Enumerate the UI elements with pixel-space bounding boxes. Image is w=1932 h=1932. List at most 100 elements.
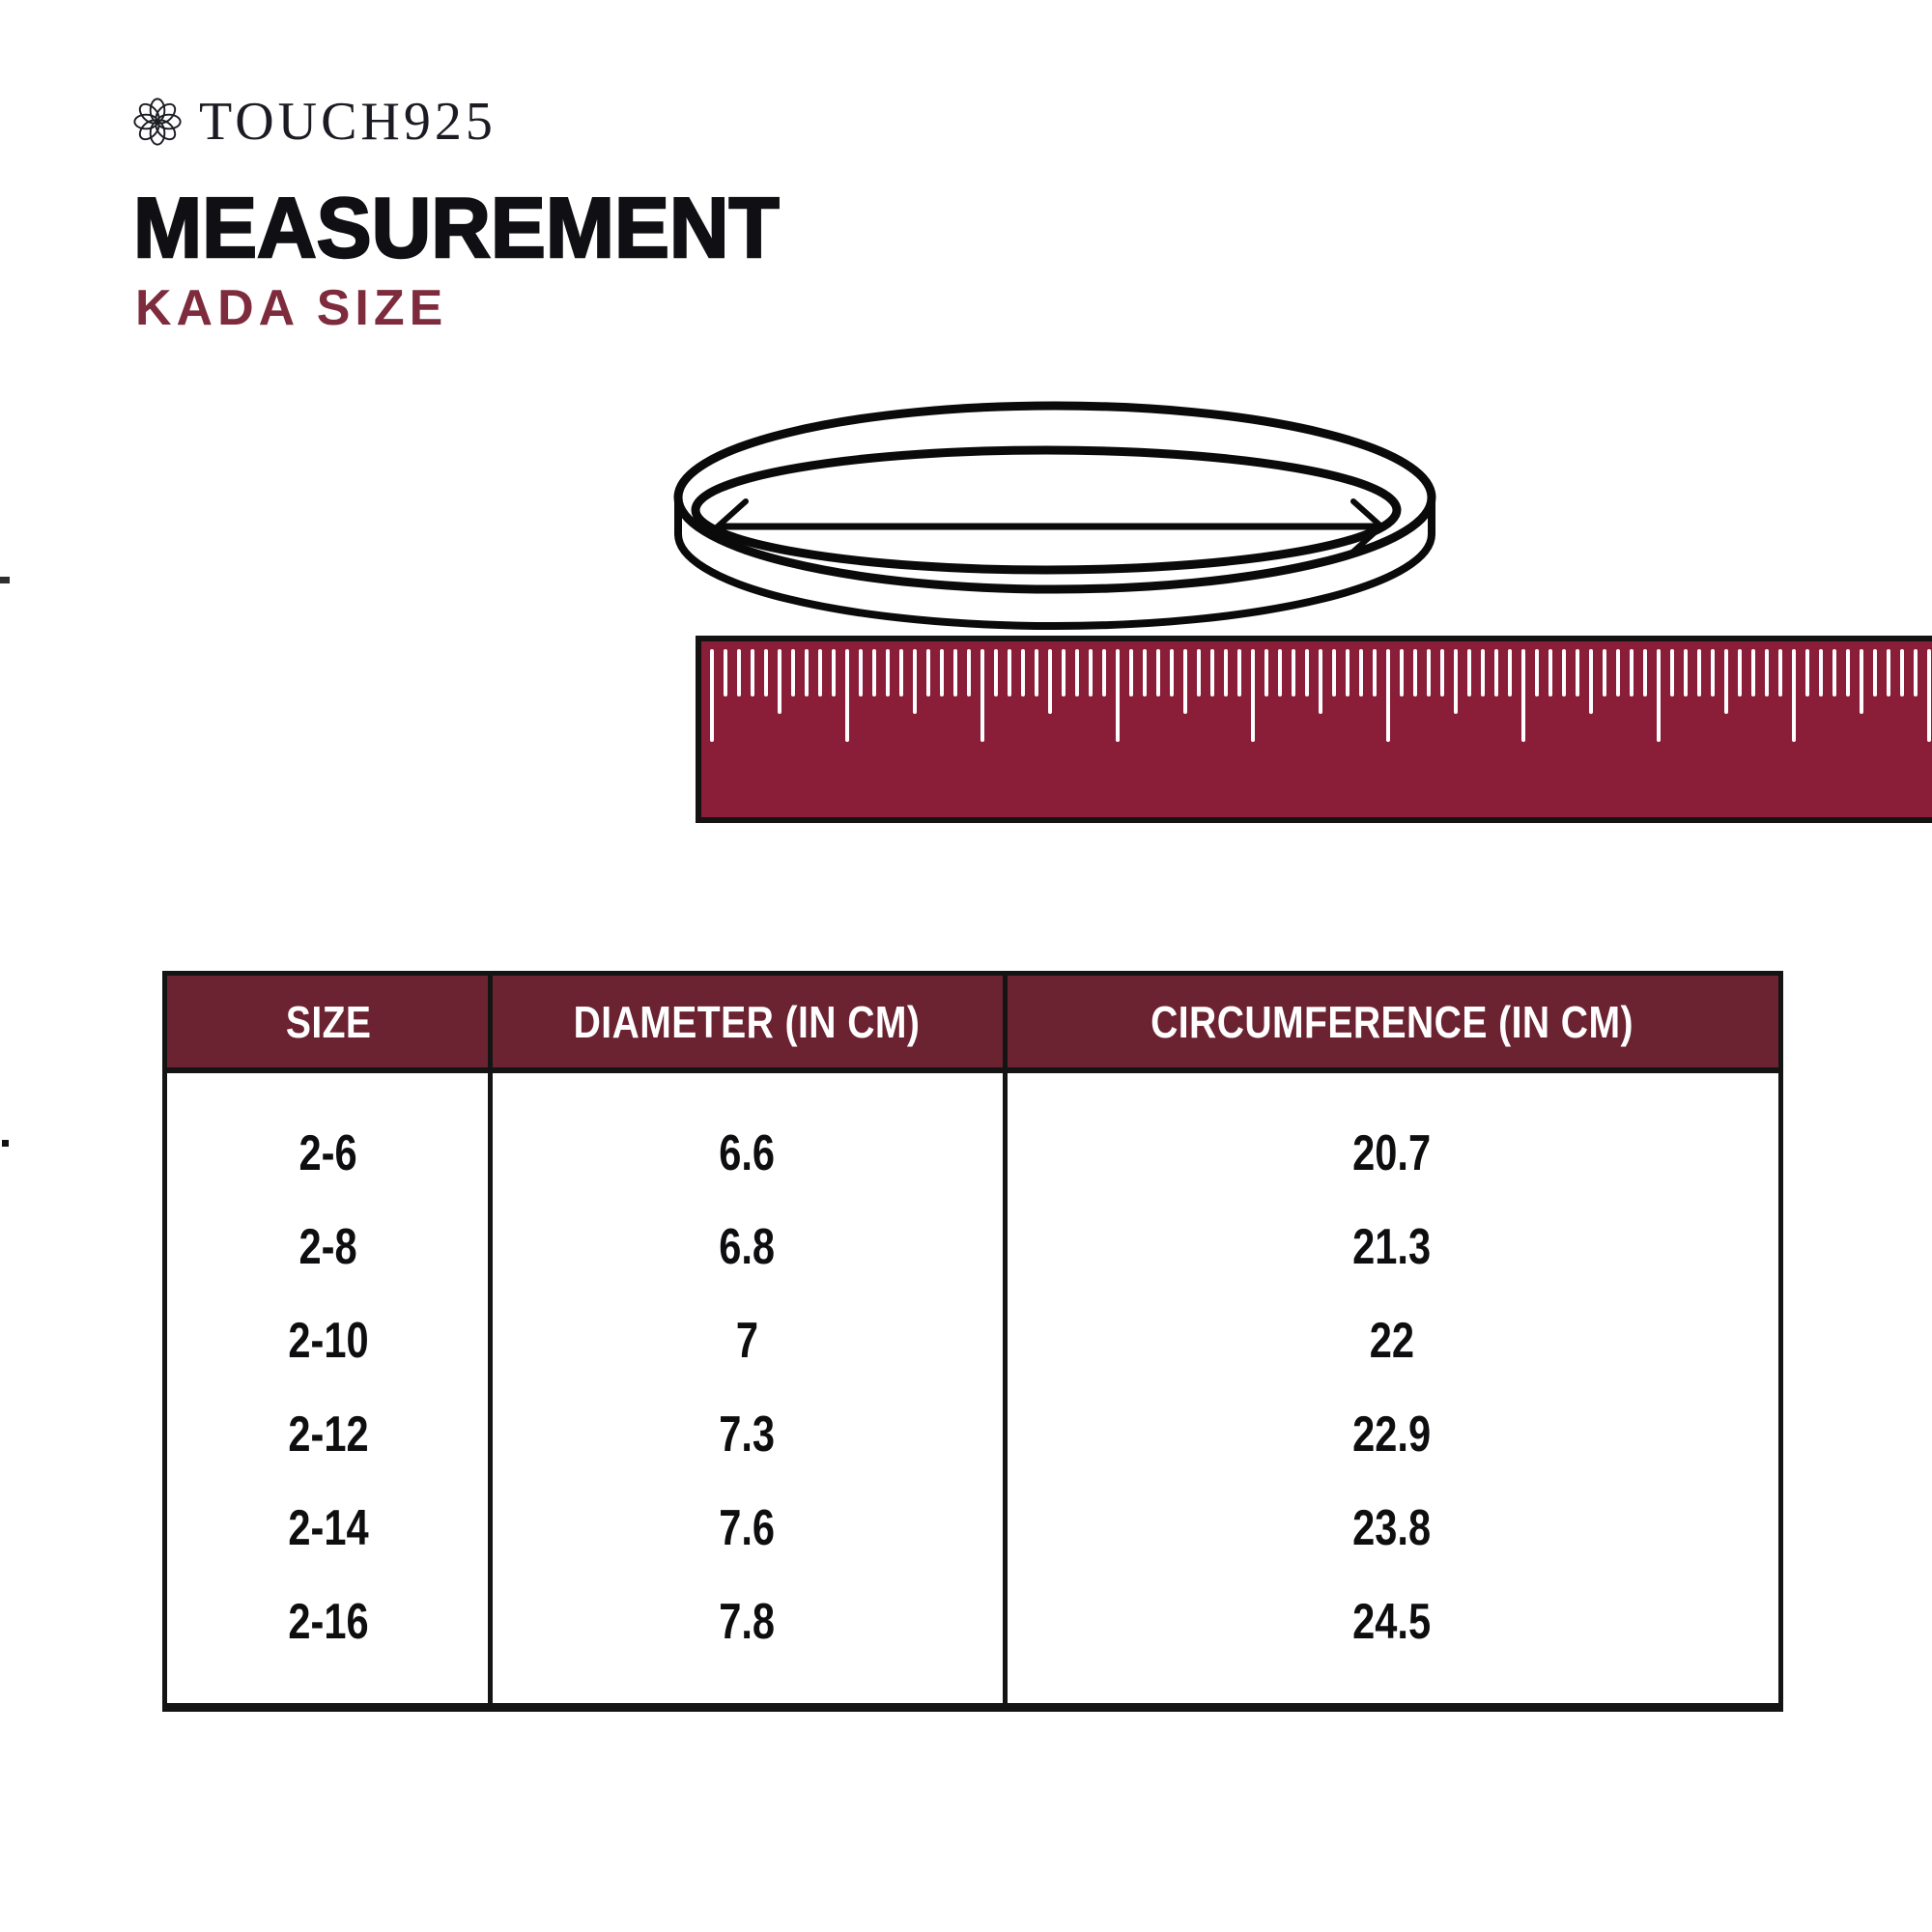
ruler-minor-tick bbox=[1264, 649, 1268, 696]
ruler-minor-tick bbox=[953, 649, 957, 696]
table-cell-value: 2-16 bbox=[288, 1593, 369, 1650]
ruler-major-tick bbox=[1116, 649, 1120, 742]
table-cell-value: 21.3 bbox=[1352, 1218, 1432, 1275]
edge-mark bbox=[2, 1140, 9, 1147]
ruler-major-tick bbox=[710, 649, 714, 742]
table-row: 2-6 6.6 20.7 bbox=[167, 1106, 1778, 1200]
ruler-minor-tick bbox=[1778, 649, 1782, 696]
brand-logo: TOUCH925 bbox=[131, 95, 497, 149]
page-title: MEASUREMENT bbox=[132, 180, 781, 275]
table-cell-value: 22.9 bbox=[1352, 1406, 1432, 1463]
table-header-cell: DIAMETER (IN CM) bbox=[490, 976, 1006, 1067]
ruler-minor-tick bbox=[1400, 649, 1404, 696]
table-cell-value: 24.5 bbox=[1352, 1593, 1432, 1650]
table-row: 2-8 6.8 21.3 bbox=[167, 1200, 1778, 1293]
ruler-minor-tick bbox=[886, 649, 890, 696]
kada-size-table: SIZE DIAMETER (IN CM) CIRCUMFERENCE (IN CM… bbox=[162, 971, 1783, 1712]
ruler-minor-tick bbox=[1305, 649, 1309, 696]
ruler-major-tick bbox=[1251, 649, 1255, 742]
table-header-label: CIRCUMFERENCE (IN CM) bbox=[1150, 996, 1634, 1047]
table-body: 2-6 6.6 20.7 2-8 6.8 21.3 2-10 7 22 2-12 7.3 22.9 2-… bbox=[167, 1073, 1778, 1703]
ruler-medium-tick bbox=[1319, 649, 1322, 714]
ruler-minor-tick bbox=[926, 649, 930, 696]
table-header-cell: SIZE bbox=[167, 976, 490, 1067]
table-cell-value: 2-10 bbox=[288, 1312, 369, 1369]
ruler-minor-tick bbox=[764, 649, 768, 696]
ruler-minor-tick bbox=[1278, 649, 1282, 696]
ruler-minor-tick bbox=[940, 649, 944, 696]
ruler-minor-tick bbox=[872, 649, 876, 696]
table-cell-value: 2-6 bbox=[298, 1124, 357, 1181]
ruler-minor-tick bbox=[1062, 649, 1065, 696]
ruler-medium-tick bbox=[913, 649, 917, 714]
diameter-arrow-icon bbox=[713, 498, 1386, 554]
ruler-minor-tick bbox=[1738, 649, 1742, 696]
ruler-minor-tick bbox=[832, 649, 836, 696]
ruler-minor-tick bbox=[818, 649, 822, 696]
ruler-minor-tick bbox=[1562, 649, 1566, 696]
table-row: 2-10 7 22 bbox=[167, 1293, 1778, 1387]
ruler-minor-tick bbox=[724, 649, 727, 696]
ruler-major-tick bbox=[1792, 649, 1796, 742]
ruler-minor-tick bbox=[1413, 649, 1417, 696]
table-header-cell: CIRCUMFERENCE (IN CM) bbox=[1005, 976, 1778, 1067]
ruler-major-tick bbox=[980, 649, 984, 742]
ruler-minor-tick bbox=[1576, 649, 1579, 696]
table-cell: 23.8 bbox=[1005, 1481, 1778, 1575]
table-row: 2-14 7.6 23.8 bbox=[167, 1481, 1778, 1575]
rosette-knot-icon bbox=[133, 98, 182, 146]
ruler-minor-tick bbox=[899, 649, 903, 696]
ruler-minor-tick bbox=[1035, 649, 1038, 696]
table-cell: 20.7 bbox=[1005, 1106, 1778, 1200]
ruler-minor-tick bbox=[1873, 649, 1877, 696]
ruler-minor-tick bbox=[859, 649, 863, 696]
table-cell: 7.6 bbox=[490, 1481, 1006, 1575]
table-cell: 24.5 bbox=[1005, 1575, 1778, 1668]
ruler-minor-tick bbox=[1697, 649, 1701, 696]
table-column-divider bbox=[487, 976, 493, 1703]
ruler-major-tick bbox=[1386, 649, 1390, 742]
ruler-minor-tick bbox=[1021, 649, 1025, 696]
page-subtitle: KADA SIZE bbox=[135, 280, 448, 336]
bangle-diagram-icon bbox=[673, 401, 1436, 630]
ruler-minor-tick bbox=[1440, 649, 1444, 696]
table-cell: 2-10 bbox=[167, 1293, 490, 1387]
ruler-minor-tick bbox=[1427, 649, 1431, 696]
table-cell: 2-8 bbox=[167, 1200, 490, 1293]
table-cell-value: 2-14 bbox=[288, 1499, 369, 1556]
ruler-medium-tick bbox=[1589, 649, 1593, 714]
table-cell-value: 7 bbox=[735, 1312, 759, 1369]
ruler-minor-tick bbox=[805, 649, 809, 696]
ruler-graphic bbox=[696, 636, 1932, 823]
table-header-row: SIZE DIAMETER (IN CM) CIRCUMFERENCE (IN CM… bbox=[167, 976, 1778, 1073]
ruler-minor-tick bbox=[1008, 649, 1011, 696]
ruler-minor-tick bbox=[1237, 649, 1241, 696]
ruler-minor-tick bbox=[1535, 649, 1539, 696]
table-cell-value: 6.6 bbox=[719, 1124, 776, 1181]
ruler-minor-tick bbox=[1129, 649, 1133, 696]
ruler-minor-tick bbox=[1102, 649, 1106, 696]
ruler-minor-tick bbox=[1292, 649, 1295, 696]
ruler-medium-tick bbox=[1454, 649, 1458, 714]
ruler-minor-tick bbox=[1075, 649, 1079, 696]
brand-name: TOUCH925 bbox=[199, 92, 497, 152]
ruler-minor-tick bbox=[737, 649, 741, 696]
ruler-minor-tick bbox=[1670, 649, 1674, 696]
table-cell: 7.3 bbox=[490, 1387, 1006, 1481]
ruler-minor-tick bbox=[1332, 649, 1336, 696]
table-header-label: DIAMETER (IN CM) bbox=[574, 996, 921, 1047]
ruler-minor-tick bbox=[791, 649, 795, 696]
ruler-minor-tick bbox=[1156, 649, 1160, 696]
table-header-label: SIZE bbox=[285, 996, 372, 1047]
table-cell: 7.8 bbox=[490, 1575, 1006, 1668]
table-cell: 2-12 bbox=[167, 1387, 490, 1481]
ruler-minor-tick bbox=[1143, 649, 1147, 696]
ruler-minor-tick bbox=[1359, 649, 1363, 696]
ruler-minor-tick bbox=[1684, 649, 1688, 696]
ruler-minor-tick bbox=[1643, 649, 1647, 696]
table-cell-value: 2-12 bbox=[288, 1406, 369, 1463]
ruler-minor-tick bbox=[994, 649, 998, 696]
ruler-minor-tick bbox=[751, 649, 754, 696]
ruler-minor-tick bbox=[1481, 649, 1485, 696]
